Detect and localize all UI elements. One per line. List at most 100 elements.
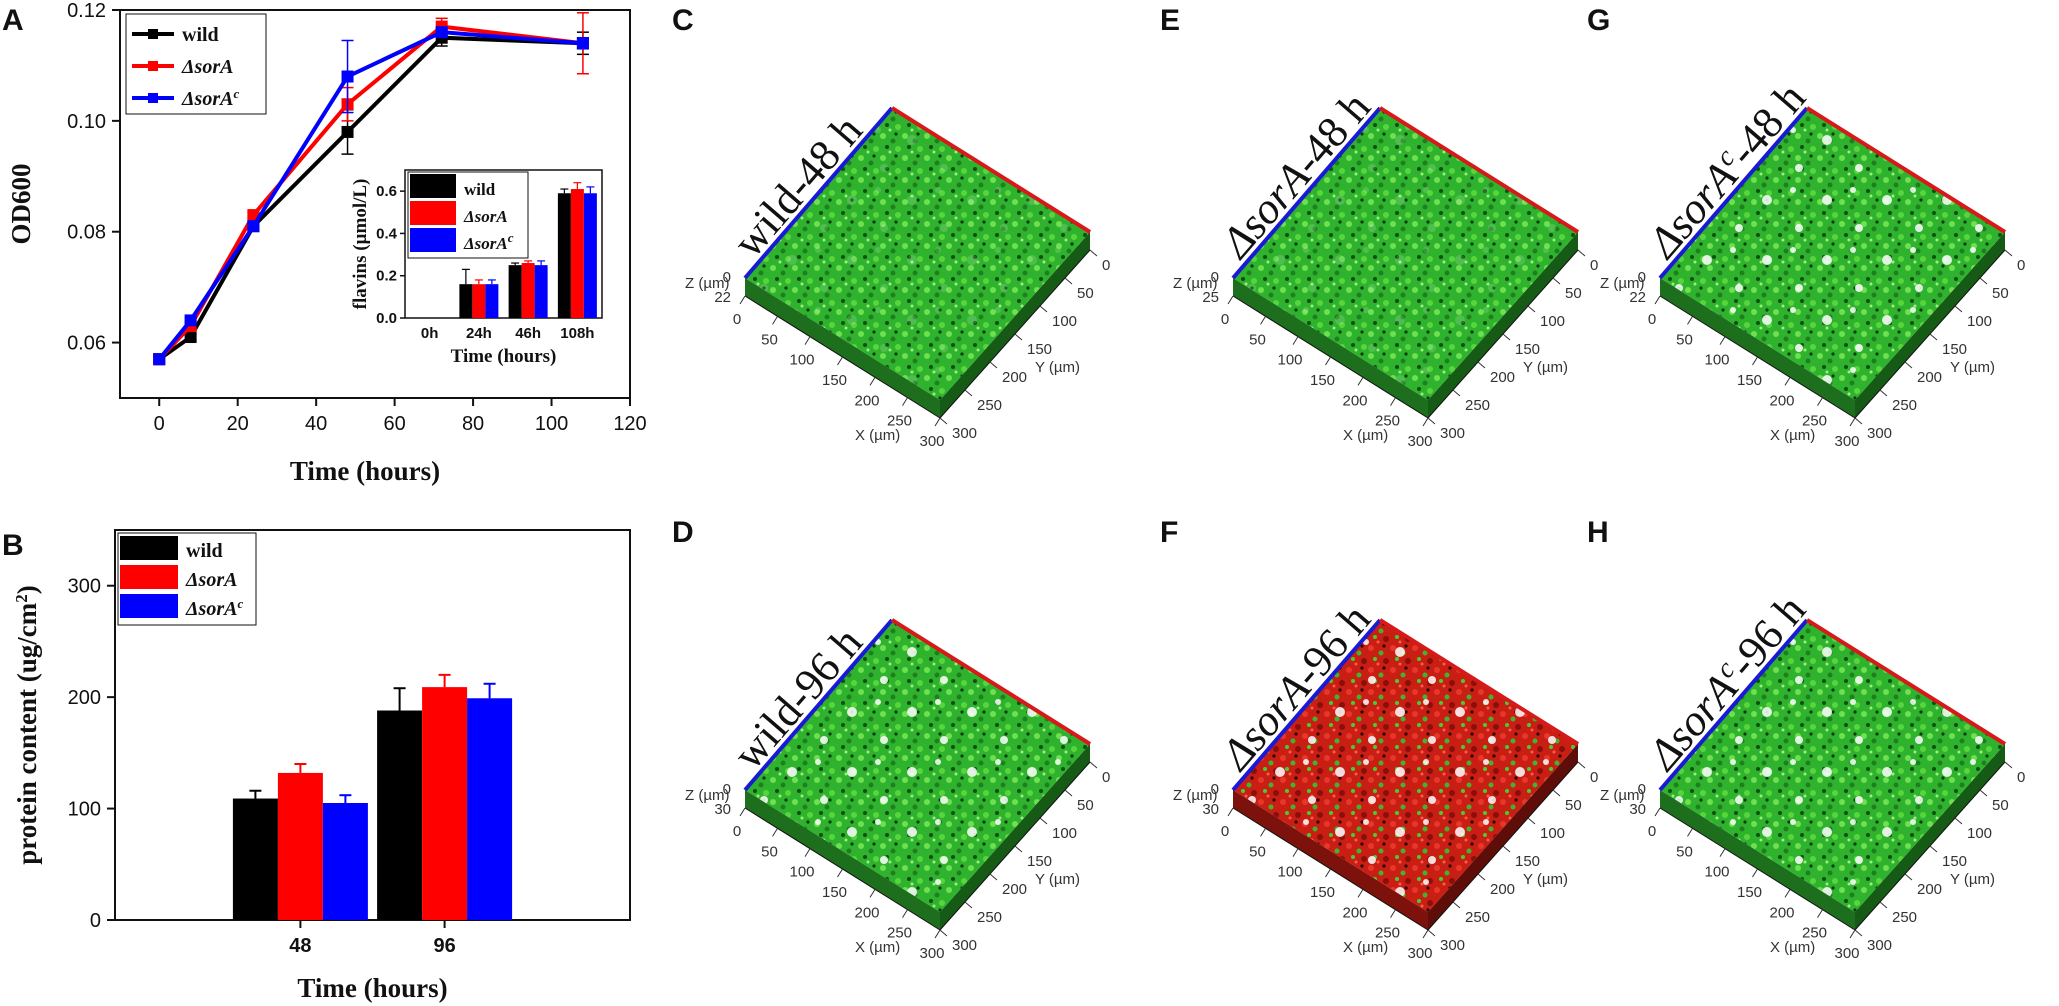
- legend-label-0: wild: [182, 24, 219, 46]
- bar: [467, 698, 513, 920]
- y-tick-label: 50: [1992, 797, 2009, 814]
- y-axis-title-end: ): [12, 585, 42, 594]
- x-tick: [1687, 316, 1693, 325]
- y-tick: [1452, 901, 1461, 909]
- z-tick-label: 30: [1629, 801, 1646, 818]
- panel-label-c: C: [672, 4, 694, 37]
- legend-swatch-1: [120, 565, 178, 589]
- y-tick-label: 50: [1077, 285, 1094, 302]
- biofilm-side-left: [1660, 790, 1855, 930]
- x-tick-label: 0: [1221, 823, 1229, 840]
- y-tick-label: 0.10: [67, 111, 106, 133]
- z-axis-label: Z (µm): [1600, 275, 1644, 292]
- data-point: [576, 37, 589, 50]
- legend-label-2: ΔsorAc: [181, 86, 239, 111]
- x-tick-label: 100: [1704, 864, 1729, 881]
- y-tick-label: 100: [1052, 313, 1077, 330]
- y-tick-label: 50: [1565, 797, 1582, 814]
- y-tick-label: 300: [952, 425, 977, 442]
- y-tick-label: 150: [1942, 853, 1967, 870]
- legend-swatch-0: [120, 536, 178, 560]
- x-tick: [902, 909, 908, 918]
- y-tick: [939, 929, 948, 937]
- legend-swatch-0: [410, 174, 456, 198]
- y-axis-title: OD600: [6, 164, 36, 245]
- legend-marker-0: [148, 29, 158, 39]
- y-tick: [1979, 789, 1988, 797]
- data-point: [341, 70, 354, 83]
- data-point: [435, 26, 448, 39]
- x-tick: [1849, 417, 1856, 427]
- biofilm-side-left: [1660, 278, 1855, 418]
- y-tick-label: 0: [1102, 769, 1110, 786]
- x-tick: [1292, 848, 1299, 857]
- x-tick-label: 200: [854, 904, 879, 921]
- x-tick-label: 0: [154, 413, 165, 435]
- x-tick-label: 50: [1249, 331, 1266, 348]
- data-point: [153, 353, 166, 366]
- biofilm-side-right: [940, 744, 1090, 930]
- legend-text-2: ΔsorA: [463, 234, 508, 253]
- y-tick-label: 50: [1565, 285, 1582, 302]
- biofilm-side-left: [745, 790, 940, 930]
- x-tick-label: 150: [822, 372, 847, 389]
- x-tick: [1849, 929, 1856, 939]
- legend-swatch-2: [410, 228, 456, 252]
- y-tick-label: 200: [1490, 369, 1515, 386]
- y-axis-label: Y (µm): [1523, 359, 1568, 376]
- x-tick: [1357, 889, 1364, 898]
- z-tick-label: 0: [1211, 269, 1219, 286]
- legend-text-0: wild: [182, 24, 219, 46]
- panel-label-e: E: [1160, 4, 1180, 37]
- biofilm-side-right: [1428, 744, 1578, 930]
- bar: [422, 687, 468, 920]
- x-tick: [804, 336, 811, 345]
- x-tick-label: 60: [383, 413, 405, 435]
- legend-label-1: ΔsorA: [463, 207, 508, 226]
- biofilm-side-left: [1233, 790, 1428, 930]
- x-tick-label: 100: [1277, 864, 1302, 881]
- legend-swatch-1: [410, 201, 456, 225]
- y-axis-label: Y (µm): [1035, 359, 1080, 376]
- y-tick-label: 100: [1052, 825, 1077, 842]
- y-tick: [1929, 845, 1938, 853]
- x-axis-label: X (µm): [855, 939, 900, 956]
- y-tick: [1904, 873, 1913, 881]
- x-tick-label: 200: [1769, 904, 1794, 921]
- y-axis-label: Y (µm): [1950, 871, 1995, 888]
- x-tick: [1292, 336, 1299, 345]
- biofilm-side-left: [745, 278, 940, 418]
- z-axis-label: Z (µm): [685, 787, 729, 804]
- x-tick: [1390, 397, 1396, 406]
- legend-label-0: wild: [186, 540, 223, 562]
- x-tick: [1325, 356, 1331, 366]
- z-tick-label: 0: [1211, 781, 1219, 798]
- z-tick-label: 30: [714, 801, 731, 818]
- x-tick: [1357, 377, 1364, 386]
- axis-edge-y: [743, 106, 894, 280]
- z-tick-label: 0: [723, 781, 731, 798]
- y-tick-label: 50: [1992, 285, 2009, 302]
- y-tick: [1014, 845, 1023, 853]
- y-tick-label: 0.06: [67, 333, 106, 355]
- legend-label-2: ΔsorAc: [185, 596, 243, 621]
- x-tick-label: 100: [535, 413, 568, 435]
- x-tick-label: 150: [1310, 372, 1335, 389]
- y-tick: [1854, 417, 1863, 425]
- legend-sup-2: c: [233, 86, 239, 101]
- x-axis-label: X (µm): [1770, 939, 1815, 956]
- legend-swatch-2: [120, 594, 178, 618]
- legend-marker-1: [148, 61, 158, 71]
- x-tick: [1227, 807, 1234, 817]
- x-tick: [1719, 848, 1726, 857]
- y-tick: [1929, 333, 1938, 341]
- legend-sup-2: c: [237, 596, 243, 611]
- z-tick-label: 0: [1638, 269, 1646, 286]
- x-tick-label: 300: [919, 945, 944, 962]
- y-tick-label: 300: [1867, 937, 1892, 954]
